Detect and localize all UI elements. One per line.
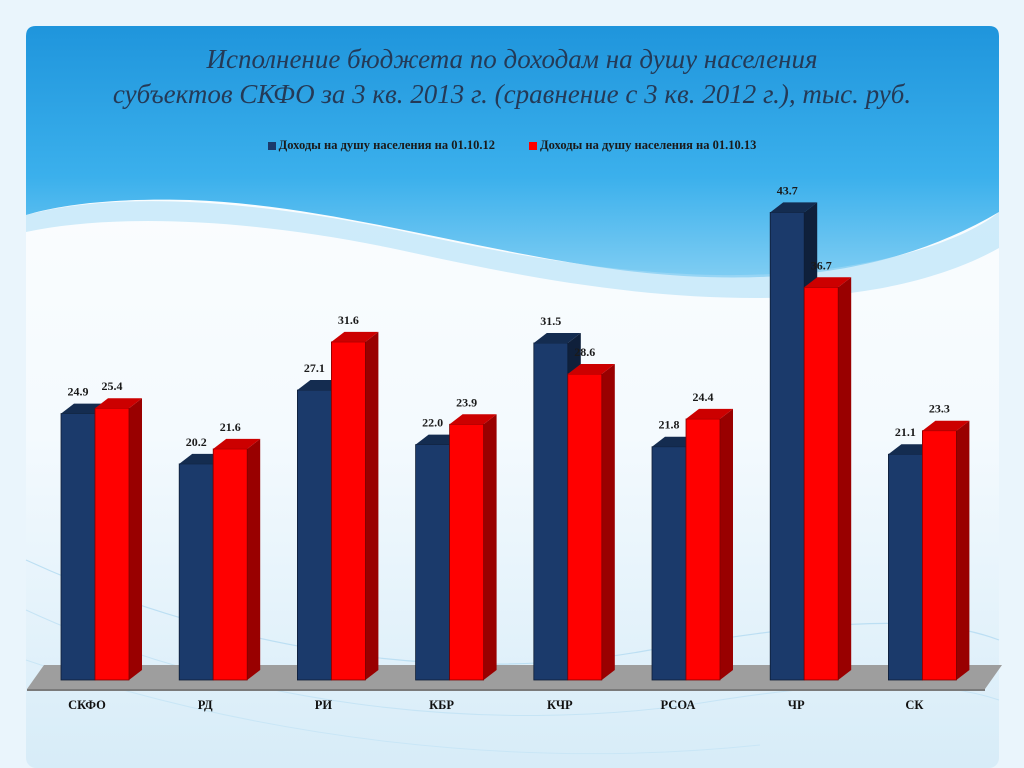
legend-swatch-series-1 [267,141,276,150]
bar-series-2-6-side [838,277,852,680]
bar-series-2-6-front [803,286,839,681]
bar-series-2-5-top [686,408,733,419]
bar-series-2-1-side [247,438,261,680]
bar-series-2-1 [212,438,261,681]
bar-series-2-0-side [129,398,142,680]
chart-floor-top [27,665,1002,689]
bar-series-1-7-front [888,453,923,681]
category-label-2: РИ [315,698,333,712]
bar-series-1-5-value-label: 21.8 [659,418,680,432]
bar-series-2-0-front [94,407,130,681]
category-label-1: РД [198,698,213,712]
category-label-5: РСОА [661,698,696,712]
category-label-7: СК [905,698,923,712]
bar-series-2-7-value-label: 23.3 [929,402,950,416]
bar-series-2-2-top [331,331,379,342]
bar-series-2-4-front [567,373,603,681]
bar-series-2-7-front [922,430,957,681]
bar-series-1-3-value-label: 22.0 [422,416,443,430]
bar-series-2-6-top [804,277,852,288]
bar-series-2-2-value-label: 31.6 [338,313,359,327]
bar-series-2-2 [330,331,379,681]
bar-series-2-5-value-label: 24.4 [693,390,714,404]
bar-series-2-3-front [449,423,485,681]
bar-series-2-0 [94,398,142,681]
bar-series-1-4-front [533,342,569,681]
bar-series-1-2-value-label: 27.1 [304,361,325,375]
bar-series-2-0-top [95,398,142,409]
category-label-6: ЧР [788,698,805,712]
chart-title-line-1: Исполнение бюджета по доходам на душу на… [206,44,818,74]
chart-floor-edge [27,689,985,691]
bar-series-1-7-value-label: 21.1 [895,425,916,439]
bar-series-1-6-value-label: 43.7 [777,183,798,197]
chart-category-labels: СКФО РД РИ КБР КЧР РСОА ЧР СК [68,698,923,712]
legend-item-series-1: Доходы на душу населения на 01.10.12 [267,138,495,153]
bar-series-2-3-side [483,414,497,680]
chart-title-line-2: субъектов СКФО за 3 кв. 2013 г. (сравнен… [112,79,912,109]
bar-series-1-5-front [651,446,687,681]
legend-label-series-1: Доходы на душу населения на 01.10.12 [278,138,495,152]
legend-swatch-series-2 [529,141,537,150]
bar-series-1-1-front [178,463,214,681]
bar-series-2-7-side [956,420,970,680]
bar-series-1-3-front [415,444,451,681]
bar-series-2-3-value-label: 23.9 [456,395,477,409]
bar-series-2-4-side [601,363,615,680]
bar-series-2-5-side [720,408,733,680]
bar-series-2-6-value-label: 36.7 [811,258,832,272]
bar-series-2-2-side [365,331,379,680]
bar-series-1-2-front [296,389,332,681]
chart-legend: Доходы на душу населения на 01.10.12 Дох… [0,138,1024,153]
bar-series-1-4-top [533,332,581,343]
bar-series-2-5 [685,408,733,681]
bar-series-2-1-front [212,448,248,681]
category-label-4: КЧР [547,698,573,712]
chart-floor [27,665,1002,691]
legend-label-series-2: Доходы на душу населения на 01.10.13 [540,138,757,152]
bar-series-2-1-top [213,438,261,449]
bar-series-2-0-value-label: 25.4 [102,379,123,393]
bar-series-2-7 [922,420,970,681]
bar-series-1-6-front [769,212,805,681]
bar-series-2-4-value-label: 28.6 [574,345,595,359]
category-label-0: СКФО [68,698,106,712]
bar-series-1-1-value-label: 20.2 [186,435,207,449]
bar-series-2-6 [803,277,852,681]
bar-series-2-3 [449,414,497,681]
chart-bars [60,202,970,681]
bar-series-2-4-top [567,363,615,374]
bar-series-1-0-value-label: 24.9 [68,385,89,399]
bar-series-2-4 [567,363,615,681]
category-label-3: КБР [429,698,454,712]
legend-item-series-2: Доходы на душу населения на 01.10.13 [529,138,756,153]
bar-series-1-4-value-label: 31.5 [540,314,561,328]
bar-series-2-1-value-label: 21.6 [220,420,241,434]
bar-series-2-2-front [330,341,366,681]
bar-series-1-0-front [60,413,96,681]
bar-series-2-7-top [922,420,970,431]
chart-value-labels: 24.9 25.4 20.2 21.6 27.1 31.6 22.0 23.9 31.5 28.6… [68,183,950,448]
bar-series-2-3-top [449,414,497,425]
bar-series-2-5-front [685,418,721,681]
bar-series-1-6-top [770,202,818,213]
